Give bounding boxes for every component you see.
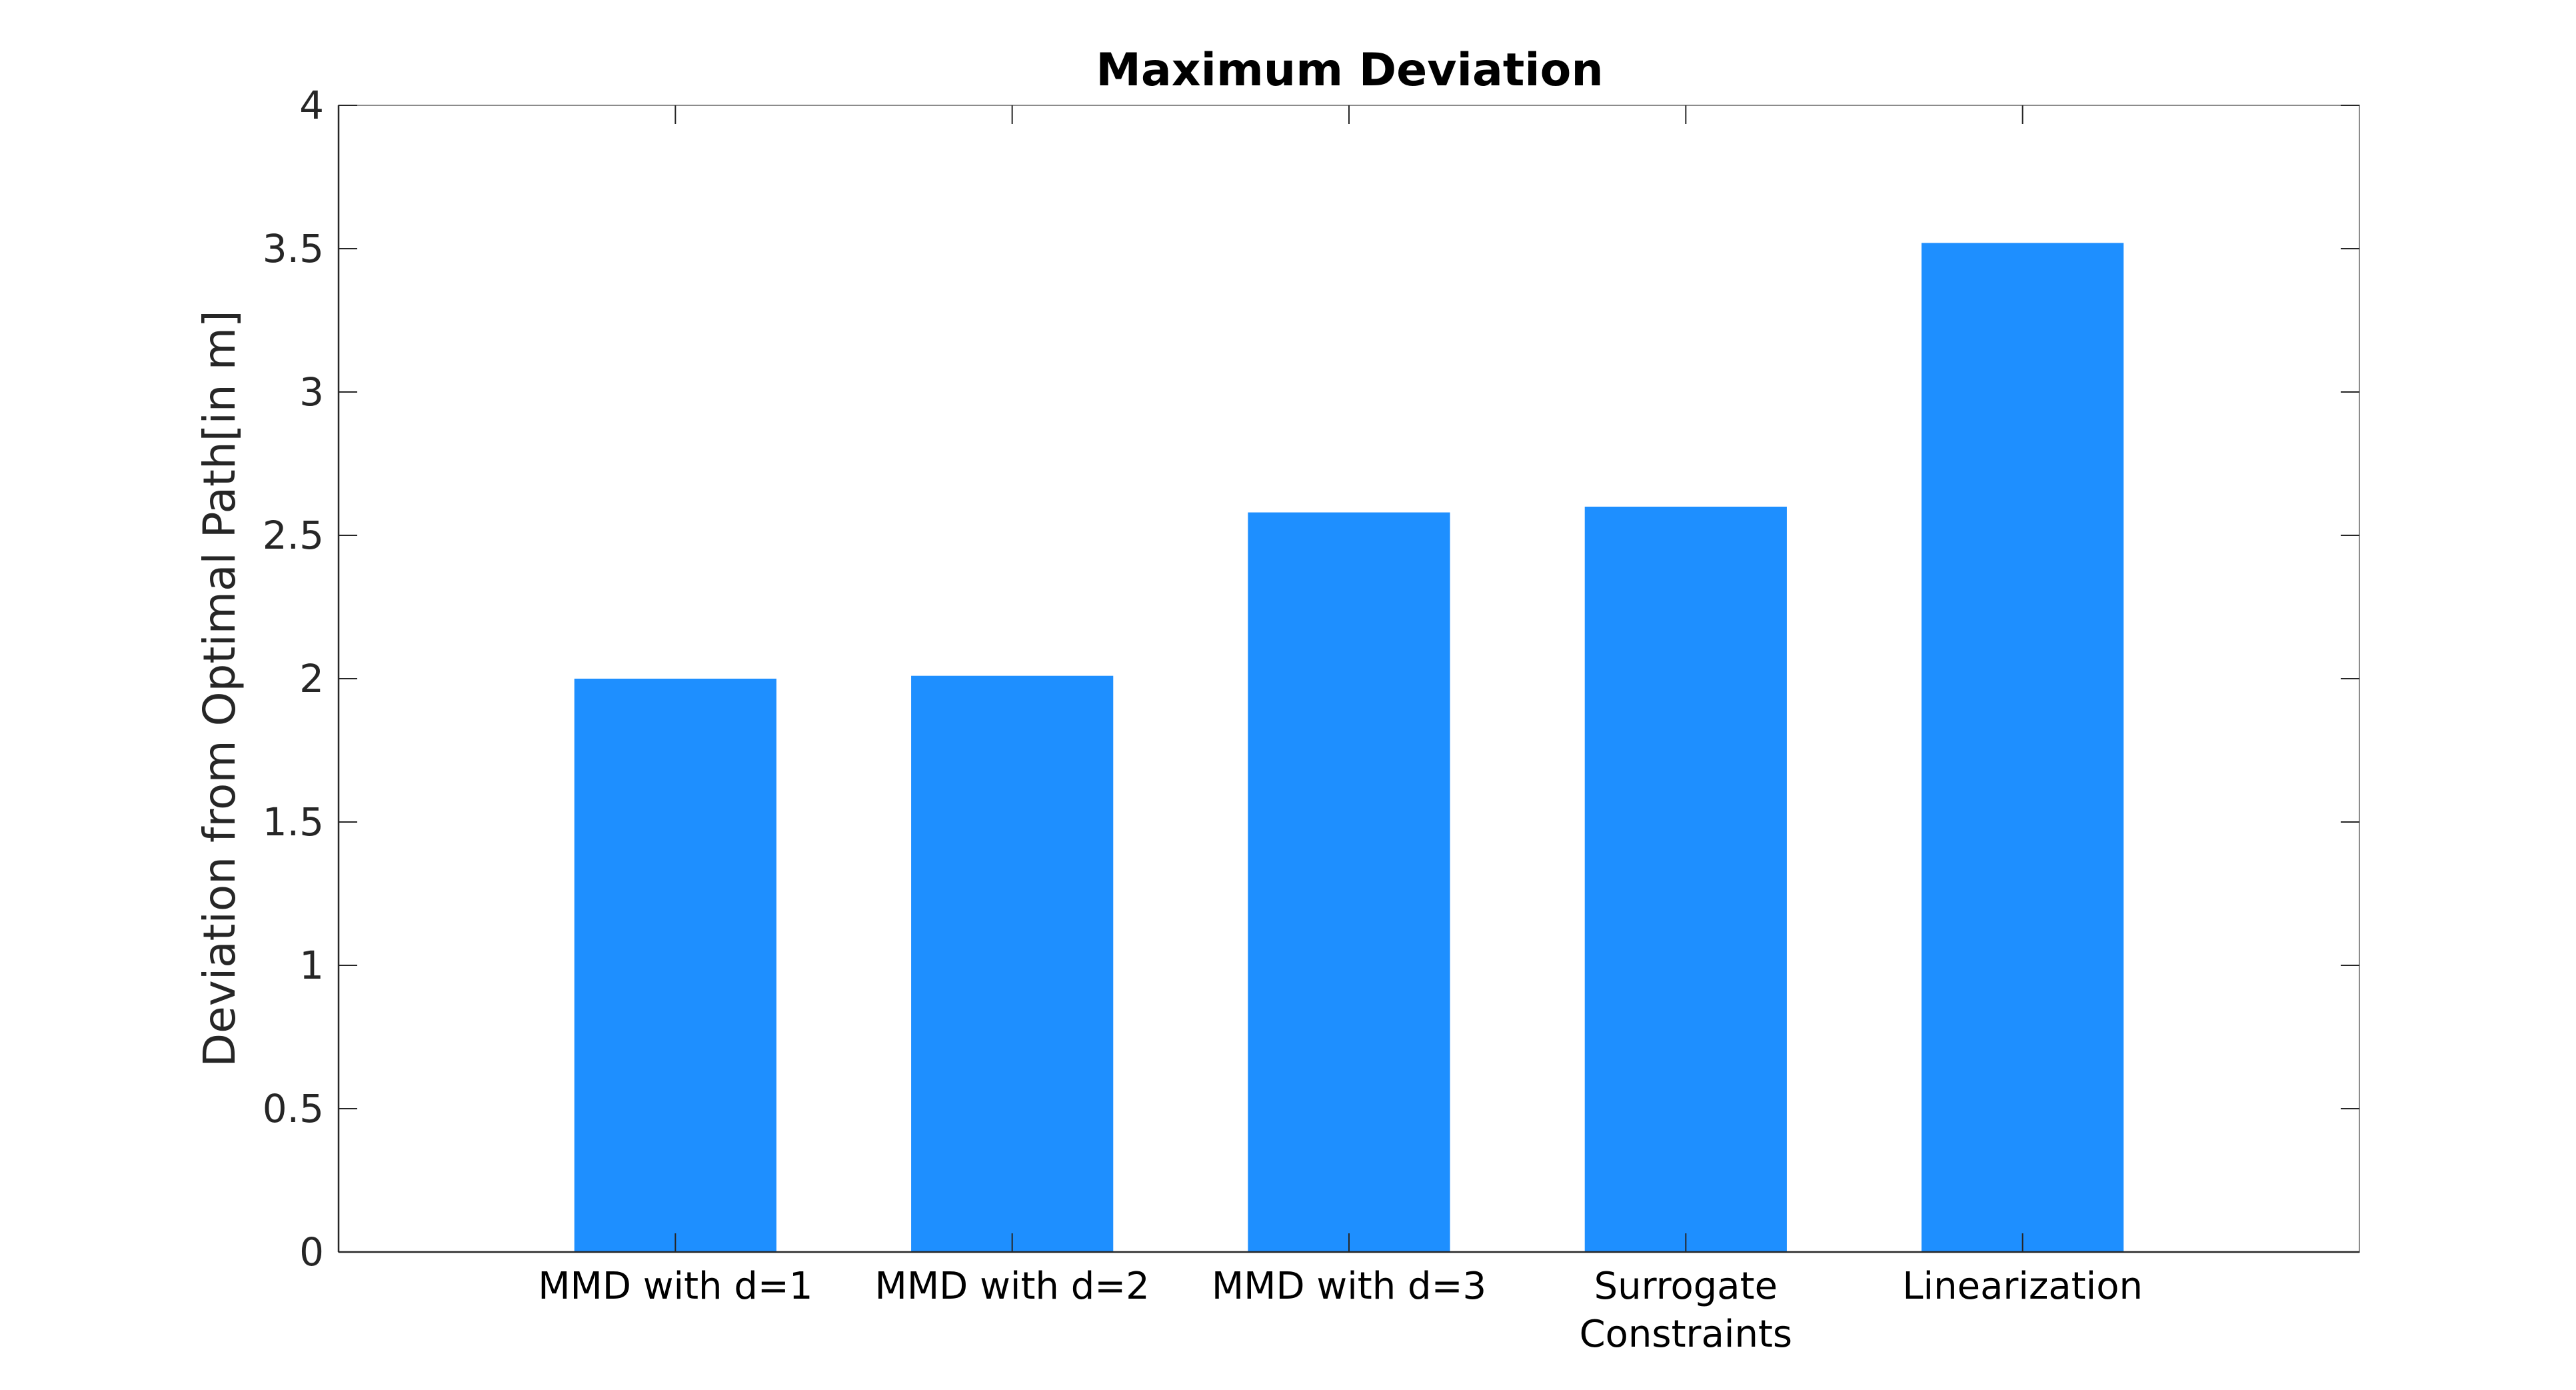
x-tick-labels: MMD with d=1 MMD with d=2 MMD with d=3 Surr… bbox=[538, 1265, 2143, 1356]
y-tick-label: 1.5 bbox=[263, 799, 324, 845]
y-axis-label: Deviation from Optimal Path[in m] bbox=[194, 310, 245, 1067]
y-tick-label: 2.5 bbox=[263, 513, 324, 558]
y-tick-label: 3.5 bbox=[263, 226, 324, 271]
y-tick-label: 4 bbox=[299, 83, 324, 128]
x-tick-label: Surrogate Constraints bbox=[1580, 1265, 1793, 1356]
y-tick-label: 3 bbox=[299, 369, 324, 415]
y-tick-labels: 0 0.5 1 1.5 2 2.5 3 3.5 4 bbox=[263, 83, 324, 1275]
bars-group bbox=[574, 243, 2124, 1252]
x-tick-label: MMD with d=2 bbox=[875, 1265, 1150, 1308]
ticks-group bbox=[339, 105, 2359, 1253]
x-tick-label: Linearization bbox=[1902, 1265, 2143, 1308]
y-tick-label: 1 bbox=[299, 943, 324, 988]
bar-5 bbox=[1922, 243, 2124, 1252]
x-tick-label: MMD with d=1 bbox=[538, 1265, 812, 1308]
bar-3 bbox=[1248, 512, 1450, 1252]
chart-title: Maximum Deviation bbox=[1096, 44, 1604, 97]
y-tick-label: 0.5 bbox=[263, 1086, 324, 1131]
y-tick-label: 2 bbox=[299, 656, 324, 701]
y-tick-label: 0 bbox=[299, 1229, 324, 1275]
bar-1 bbox=[574, 679, 776, 1252]
x-tick-label: MMD with d=3 bbox=[1212, 1265, 1486, 1308]
bar-4 bbox=[1584, 507, 1787, 1252]
bar-2 bbox=[911, 675, 1114, 1252]
